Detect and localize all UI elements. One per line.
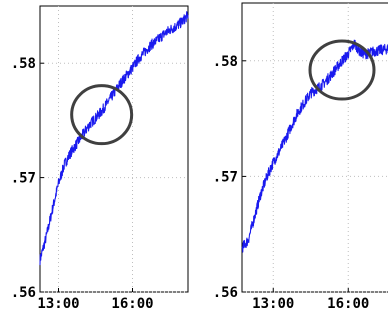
- y-tick-label: .58: [213, 54, 238, 70]
- left-chart-panel: .56 .57 .58 13:00 16:00: [11, 5, 189, 312]
- highlight-circle: [308, 39, 376, 101]
- y-tick-label: .56: [11, 285, 36, 301]
- right-chart-panel: .56 .57 .58 13:00 16:00: [213, 2, 388, 312]
- x-tick-label: 13:00: [37, 296, 79, 312]
- x-tick-label: 16:00: [111, 296, 153, 312]
- y-tick-label: .58: [11, 56, 36, 72]
- x-tick-label: 13:00: [252, 296, 294, 312]
- series-line: [241, 39, 388, 253]
- y-tick-label: .56: [213, 285, 238, 301]
- series-line: [39, 11, 189, 266]
- y-tick-label: .57: [213, 169, 238, 185]
- y-tick-label: .57: [11, 171, 36, 187]
- x-tick-label: 16:00: [327, 296, 369, 312]
- plot-area: [39, 5, 189, 293]
- plot-area: [241, 2, 388, 293]
- highlight-circle: [70, 84, 134, 146]
